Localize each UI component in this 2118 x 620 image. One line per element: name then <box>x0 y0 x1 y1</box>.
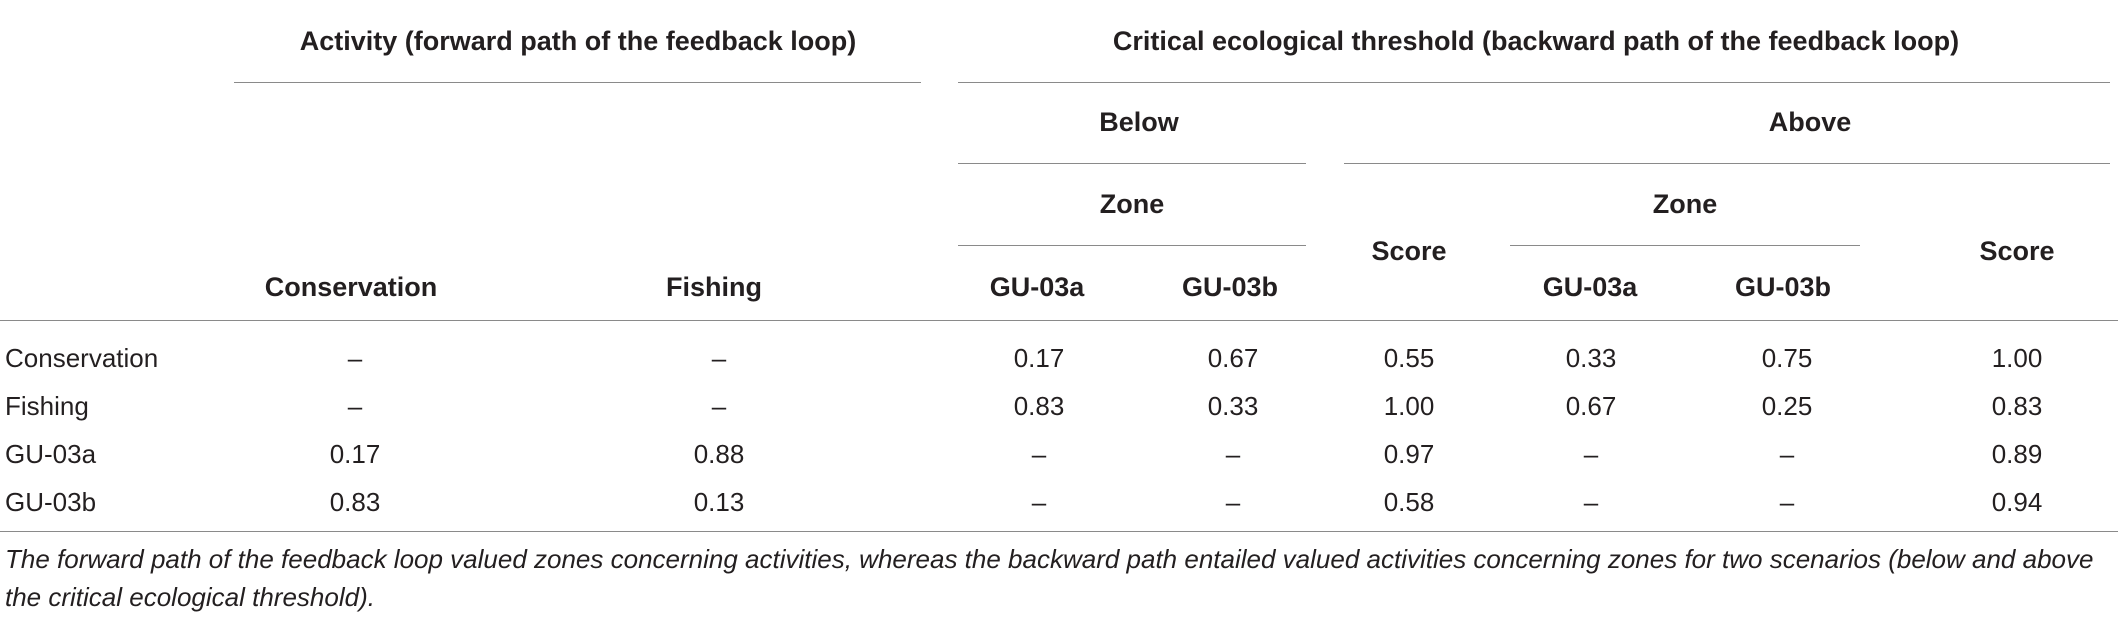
table-cell: – <box>1779 487 1795 517</box>
table-cell: 0.33 <box>1565 343 1617 373</box>
rule-activity-group <box>234 82 921 83</box>
table-cell: 0.33 <box>1207 391 1259 421</box>
table-cell: – <box>711 343 727 373</box>
header-zone-below: Zone <box>1099 189 1165 219</box>
table-cell: 0.55 <box>1383 343 1435 373</box>
row-label: Fishing <box>5 391 89 421</box>
header-gu03b-below: GU-03b <box>1181 272 1279 302</box>
rule-table-bottom <box>0 531 2118 532</box>
table-cell: 0.83 <box>329 487 381 517</box>
table-cell: 0.58 <box>1383 487 1435 517</box>
table-cell: 0.25 <box>1761 391 1813 421</box>
table-cell: 0.75 <box>1761 343 1813 373</box>
table-cell: 0.97 <box>1383 439 1435 469</box>
table-cell: 0.13 <box>693 487 745 517</box>
table-cell: 1.00 <box>1991 343 2043 373</box>
table-cell: 0.17 <box>1013 343 1065 373</box>
header-gu03a-above: GU-03a <box>1542 272 1638 302</box>
table-cell: 0.83 <box>1013 391 1065 421</box>
header-fishing: Fishing <box>666 272 762 302</box>
table-cell: 0.67 <box>1207 343 1259 373</box>
row-label: GU-03b <box>5 487 97 517</box>
header-score-above: Score <box>1979 236 2055 266</box>
table-cell: – <box>347 391 363 421</box>
rule-above <box>1344 163 2110 164</box>
table-cell: 0.83 <box>1991 391 2043 421</box>
header-above: Above <box>1768 107 1852 137</box>
rule-header-bottom <box>0 320 2118 321</box>
table-cell: 0.88 <box>693 439 745 469</box>
rule-zone-above <box>1510 245 1860 246</box>
row-label: Conservation <box>5 343 159 373</box>
header-conservation: Conservation <box>264 272 438 302</box>
table-cell: 0.94 <box>1991 487 2043 517</box>
table-cell: 0.17 <box>329 439 381 469</box>
table-cell: 0.89 <box>1991 439 2043 469</box>
header-score-below: Score <box>1371 236 1447 266</box>
header-gu03b-above: GU-03b <box>1734 272 1832 302</box>
header-zone-above: Zone <box>1652 189 1718 219</box>
header-below: Below <box>1099 107 1179 137</box>
table-cell: – <box>711 391 727 421</box>
table-cell: – <box>1779 439 1795 469</box>
table-cell: – <box>1583 439 1599 469</box>
rule-zone-below <box>958 245 1306 246</box>
rule-threshold-group <box>958 82 2110 83</box>
table-cell: – <box>1225 487 1241 517</box>
table-cell: – <box>347 343 363 373</box>
table-cell: – <box>1583 487 1599 517</box>
table-cell: – <box>1031 487 1047 517</box>
row-label: GU-03a <box>5 439 97 469</box>
rule-below <box>958 163 1306 164</box>
header-threshold-group: Critical ecological threshold (backward … <box>1112 26 1960 56</box>
table-cell: 0.67 <box>1565 391 1617 421</box>
header-activity-group: Activity (forward path of the feedback l… <box>299 26 857 56</box>
table-cell: 1.00 <box>1383 391 1435 421</box>
table-cell: – <box>1225 439 1241 469</box>
table-caption: The forward path of the feedback loop va… <box>5 544 2094 612</box>
header-gu03a-below: GU-03a <box>989 272 1085 302</box>
table-cell: – <box>1031 439 1047 469</box>
